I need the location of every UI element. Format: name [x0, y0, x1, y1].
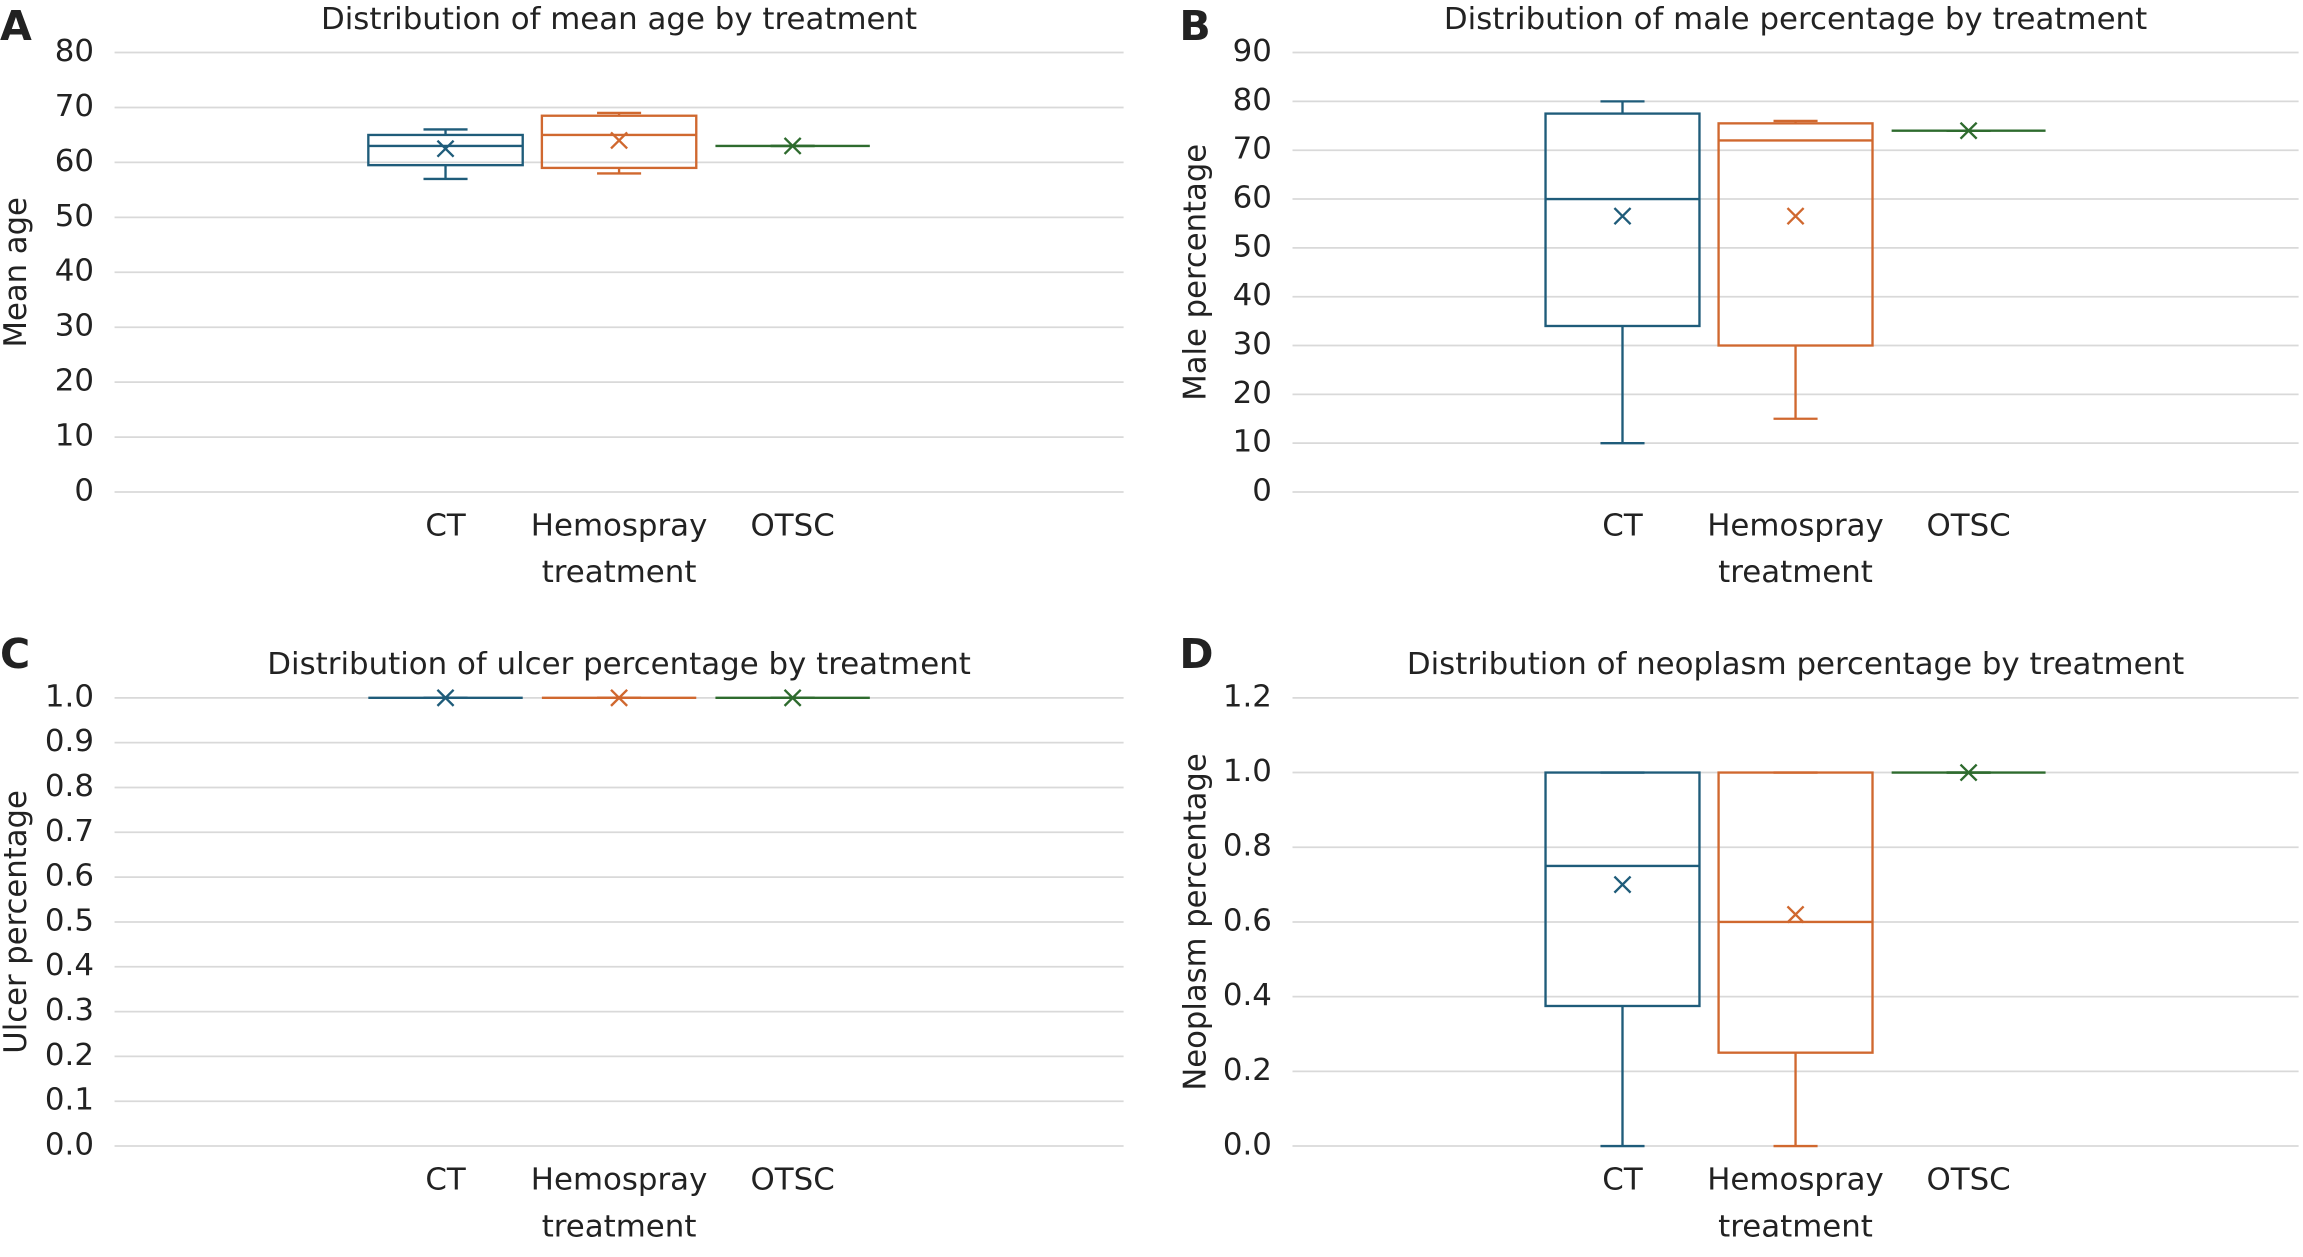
chart-title: Distribution of neoplasm percentage by t…	[1407, 646, 2184, 682]
x-axis-title: treatment	[542, 554, 697, 590]
y-tick-label: 50	[1233, 228, 1272, 264]
x-axis-title: treatment	[542, 1208, 697, 1244]
mean-marker	[436, 139, 455, 158]
y-tick-label: 0.4	[1223, 977, 1272, 1013]
x-axis-title: treatment	[1718, 1208, 1873, 1244]
panel-letter: C	[0, 630, 30, 678]
y-tick-label: 60	[1233, 180, 1272, 216]
mean-marker	[610, 131, 628, 150]
y-tick-label: 0.8	[1223, 828, 1272, 864]
mean-marker	[1613, 207, 1632, 225]
x-tick-label: CT	[425, 508, 466, 544]
mean-marker	[1786, 905, 1805, 924]
panel-letter: D	[1179, 630, 1213, 678]
mean-marker	[1959, 763, 1978, 782]
box	[1544, 112, 1701, 328]
y-axis-title: Ulcer percentage	[0, 790, 34, 1054]
y-tick-label: 80	[55, 33, 94, 69]
y-tick-label: 90	[1233, 33, 1272, 69]
y-tick-label: 80	[1233, 82, 1272, 118]
y-tick-label: 40	[1233, 277, 1272, 313]
x-tick-label: CT	[425, 1162, 466, 1198]
mean-marker	[1959, 121, 1978, 140]
panel-letter: A	[0, 2, 32, 50]
y-tick-label: 1.0	[1223, 753, 1272, 789]
y-tick-label: 0.2	[45, 1037, 94, 1073]
x-tick-label: CT	[1602, 508, 1643, 544]
x-tick-label: OTSC	[751, 508, 835, 544]
y-tick-label: 30	[1233, 326, 1272, 362]
y-tick-label: 50	[55, 198, 94, 234]
x-tick-label: CT	[1602, 1162, 1643, 1198]
chart-title: Distribution of ulcer percentage by trea…	[267, 646, 971, 682]
y-tick-label: 0	[1252, 473, 1272, 509]
y-tick-label: 20	[55, 363, 94, 399]
mean-marker	[1786, 207, 1805, 225]
x-tick-label: Hemospray	[531, 1162, 708, 1198]
chart-title: Distribution of male percentage by treat…	[1444, 1, 2147, 37]
mean-marker	[610, 688, 628, 707]
x-tick-label: OTSC	[1926, 508, 2010, 544]
y-tick-label: 0.0	[45, 1127, 94, 1163]
x-tick-label: Hemospray	[531, 508, 708, 544]
y-tick-label: 0.1	[45, 1082, 94, 1118]
y-tick-label: 70	[1233, 131, 1272, 167]
y-tick-label: 0.6	[45, 858, 94, 894]
y-tick-label: 1.0	[45, 678, 94, 714]
x-tick-label: OTSC	[1926, 1162, 2010, 1198]
y-axis-title: Neoplasm percentage	[1177, 753, 1213, 1090]
box	[1717, 122, 1874, 347]
mean-marker	[783, 688, 802, 707]
y-tick-label: 30	[55, 308, 94, 344]
y-tick-label: 70	[55, 88, 94, 124]
y-tick-label: 10	[55, 418, 94, 454]
box	[540, 114, 698, 170]
panel-letter: B	[1179, 2, 1210, 50]
mean-marker	[436, 688, 455, 707]
y-tick-label: 10	[1233, 424, 1272, 460]
y-tick-label: 0	[74, 473, 94, 509]
y-tick-label: 1.2	[1223, 678, 1272, 714]
y-tick-label: 0.9	[45, 723, 94, 759]
x-tick-label: Hemospray	[1707, 508, 1884, 544]
y-tick-label: 0.4	[45, 947, 94, 983]
chart-title: Distribution of mean age by treatment	[321, 1, 917, 37]
y-tick-label: 0.6	[1223, 903, 1272, 939]
box	[1544, 771, 1701, 1008]
y-tick-label: 20	[1233, 375, 1272, 411]
y-tick-label: 0.2	[1223, 1052, 1272, 1088]
y-tick-label: 60	[55, 143, 94, 179]
x-tick-label: OTSC	[751, 1162, 835, 1198]
y-tick-label: 0.3	[45, 992, 94, 1028]
x-tick-label: Hemospray	[1707, 1162, 1884, 1198]
y-tick-label: 0.7	[45, 813, 94, 849]
box	[367, 133, 524, 167]
y-tick-label: 0.5	[45, 903, 94, 939]
y-tick-label: 0.0	[1223, 1127, 1272, 1163]
y-axis-title: Male percentage	[1177, 144, 1213, 401]
x-axis-title: treatment	[1718, 554, 1873, 590]
mean-marker	[1613, 875, 1632, 894]
box	[1717, 771, 1874, 1054]
y-axis-title: Mean age	[0, 197, 34, 347]
y-tick-label: 40	[55, 253, 94, 289]
y-tick-label: 0.8	[45, 768, 94, 804]
mean-marker	[783, 137, 802, 155]
